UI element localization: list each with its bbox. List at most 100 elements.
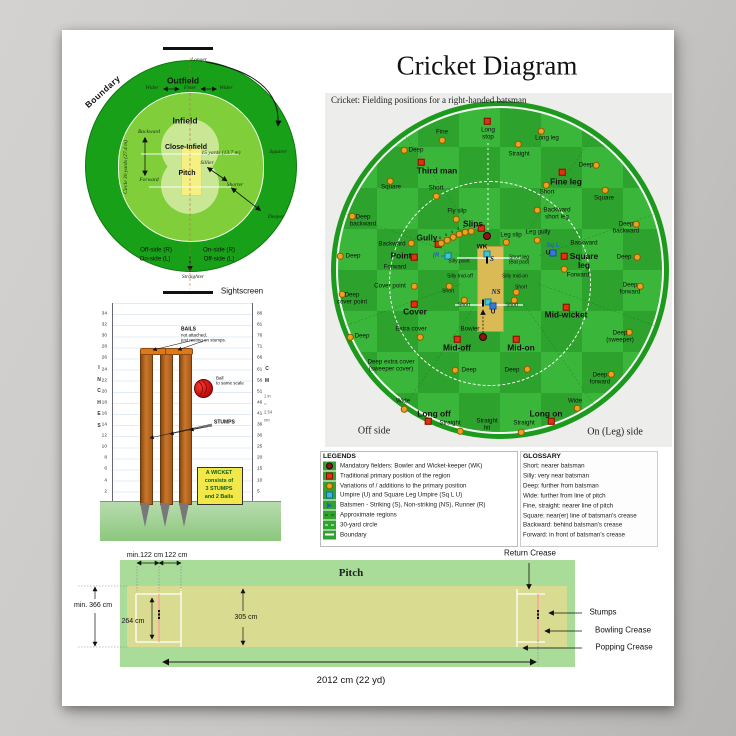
variation-position-marker	[386, 177, 394, 185]
cm-tick: 36	[257, 422, 263, 428]
cm-tick: 20	[257, 455, 263, 461]
stump	[179, 352, 192, 505]
cm-word-letter: M	[264, 378, 270, 384]
variation-position-marker	[438, 136, 446, 144]
umpire-icon	[326, 491, 333, 499]
umpire-marker	[549, 249, 557, 257]
batsman-marker	[444, 252, 452, 260]
inches-tick: 10	[101, 444, 107, 450]
cm-tick: 5	[257, 489, 260, 495]
variation-position-marker	[338, 290, 346, 298]
variation-position-marker	[633, 253, 641, 261]
variation-position-marker	[445, 282, 453, 290]
glossary-line: Silly: very near batsman	[523, 472, 590, 480]
cm-tick: 86	[257, 311, 263, 317]
batsman-icon	[327, 502, 332, 509]
variation-position-marker	[452, 215, 460, 223]
wicket-box-text: and 2 Bails	[204, 494, 234, 500]
stump	[159, 352, 173, 505]
variation-position-marker	[467, 227, 475, 235]
variation-position-marker	[560, 265, 568, 273]
variation-position-marker	[510, 296, 518, 304]
wicket-info-box	[197, 467, 243, 505]
variation-position-marker	[407, 239, 415, 247]
inches-tick: 8	[104, 455, 107, 461]
thirty-yard-circle-icon	[325, 524, 334, 526]
glossary-title: GLOSSARY	[523, 453, 561, 460]
variation-position-marker	[592, 161, 600, 169]
conversion-note: cm	[264, 417, 270, 423]
primary-position-marker	[558, 168, 566, 176]
variation-position-marker	[517, 428, 525, 436]
variation-position-marker	[636, 282, 644, 290]
page-title: Cricket Diagram	[396, 50, 578, 81]
variation-position-marker	[601, 186, 609, 194]
variation-position-marker	[625, 328, 633, 336]
primary-position-marker	[477, 224, 485, 232]
stump-spike	[179, 503, 189, 527]
inches-word-letter: S	[97, 423, 101, 429]
variation-position-marker	[460, 296, 468, 304]
primary-position-marker	[560, 252, 568, 260]
variation-position-marker	[346, 333, 354, 341]
inches-word-letter: C	[97, 388, 101, 395]
variation-position-marker	[410, 282, 418, 290]
legend-chip	[323, 461, 336, 471]
inches-tick: 24	[101, 367, 107, 372]
primary-position-marker	[453, 335, 461, 343]
variation-position-marker	[336, 252, 344, 260]
variation-position-marker	[533, 236, 541, 244]
mandatory-fielder-marker	[479, 333, 487, 341]
glossary-line: Fine, straight: nearer line of pitch	[523, 502, 614, 510]
inches-word-letter: N	[97, 376, 101, 383]
variation-position-marker	[348, 212, 356, 220]
variation-position-icon	[326, 482, 333, 490]
mandatory-fielder-icon	[326, 462, 333, 470]
legend-chip	[323, 510, 336, 520]
glossary-line: Backward: behind batsman's crease	[523, 521, 623, 529]
glossary-line: Short: nearer batsman	[523, 462, 585, 470]
stumps-marker	[486, 256, 488, 264]
stump-spike	[159, 503, 170, 527]
legend-row-text: Approximate regions	[340, 511, 397, 519]
variation-position-marker	[400, 405, 408, 413]
regions-icon	[325, 514, 334, 516]
cm-tick: 71	[257, 344, 263, 350]
variation-position-marker	[456, 427, 464, 435]
inches-tick: 26	[101, 355, 107, 361]
cm-tick: 56	[257, 378, 263, 384]
inches-tick: 30	[101, 333, 107, 339]
variation-position-marker	[523, 365, 531, 373]
conversion-note: 2.54	[264, 409, 273, 415]
variation-position-marker	[502, 238, 510, 246]
inches-tick: 6	[104, 466, 107, 472]
inches-tick: 4	[104, 478, 107, 483]
legend-row-text: Variations of / additions to the primary…	[340, 482, 467, 490]
boundary-icon	[325, 533, 334, 536]
legend-chip	[323, 471, 336, 481]
bail	[165, 348, 193, 355]
variation-position-marker	[607, 370, 615, 378]
pitch-strip-rect	[127, 586, 567, 647]
inches-tick: 14	[101, 422, 107, 428]
glossary-box	[520, 451, 658, 547]
legend-row-text: Boundary	[340, 531, 367, 539]
primary-position-marker	[424, 417, 432, 425]
cm-tick: 41	[257, 411, 263, 417]
glossary-line: Forward: in front of batsman's crease	[523, 531, 625, 539]
primary-position-marker	[417, 158, 425, 166]
legend-row-text: Batsmen - Striking (S), Non-striking (NS…	[340, 501, 486, 509]
cm-tick: 76	[257, 333, 263, 339]
umpire-marker	[489, 302, 497, 310]
cm-tick: 10	[257, 478, 263, 483]
variation-position-marker	[542, 181, 550, 189]
cm-tick: 81	[257, 322, 263, 328]
legend-chip	[323, 520, 336, 530]
legends-box	[320, 451, 518, 547]
inches-tick: 32	[101, 322, 107, 328]
primary-position-marker	[512, 335, 520, 343]
cm-tick: 25	[257, 444, 263, 450]
primary-position-marker	[562, 303, 570, 311]
glossary-line: Wide: further from line of pitch	[523, 492, 606, 500]
